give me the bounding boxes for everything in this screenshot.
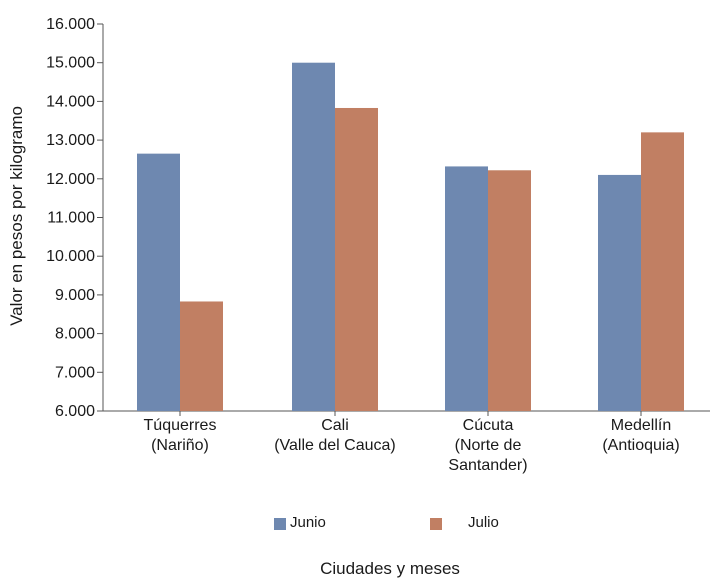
legend-label-julio: Julio	[468, 514, 499, 531]
x-axis-title: Ciudades y meses	[320, 559, 460, 578]
y-axis: 6.000 7.000 8.000 9.000 10.000 11.000 12.000 13…	[46, 16, 710, 420]
bar-julio-2	[488, 170, 531, 411]
bar-junio-1	[292, 62, 335, 411]
x-tick-label: Cúcuta (Norte de Santander)	[448, 417, 527, 474]
y-tick-label: 12.000	[46, 171, 95, 188]
y-tick-label: 11.000	[47, 210, 95, 227]
bar-junio-0	[137, 153, 180, 411]
x-tick-label: Cali (Valle del Cauca)	[274, 417, 396, 454]
legend-label-junio: Junio	[290, 514, 326, 531]
y-tick-label: 9.000	[55, 287, 95, 304]
x-axis-labels: Túquerres (Nariño) Cali (Valle del Cauca) Cú…	[144, 411, 680, 474]
bar-junio-2	[445, 166, 488, 411]
bar-julio-1	[335, 107, 378, 411]
bar-junio-3	[598, 174, 641, 411]
y-tick-label: 16.000	[46, 16, 95, 33]
x-tick-label: Medellín (Antioquia)	[602, 417, 679, 454]
legend: Junio Julio	[274, 514, 499, 531]
bars	[137, 62, 684, 412]
x-tick-label: Túquerres (Nariño)	[144, 417, 217, 454]
y-axis-title: Valor en pesos por kilogramo	[7, 106, 26, 326]
y-tick-label: 7.000	[55, 364, 95, 381]
y-tick-label: 15.000	[46, 55, 95, 72]
y-tick-label: 8.000	[55, 326, 95, 343]
y-tick-label: 6.000	[55, 403, 95, 420]
y-tick-label: 13.000	[46, 132, 95, 149]
y-tick-label: 14.000	[46, 93, 95, 110]
legend-swatch-junio	[274, 518, 286, 530]
bar-julio-0	[180, 301, 223, 411]
y-tick-label: 10.000	[46, 248, 95, 265]
legend-swatch-julio	[430, 518, 442, 530]
bar-julio-3	[641, 132, 684, 412]
